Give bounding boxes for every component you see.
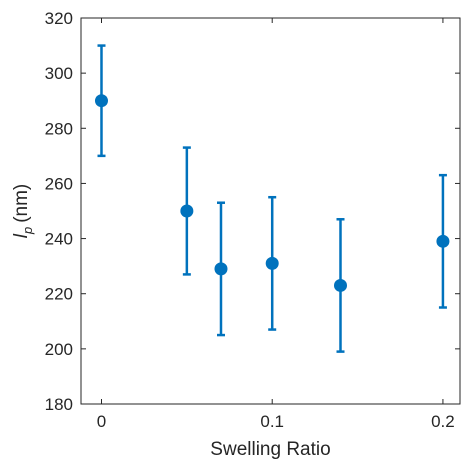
y-tick-label: 320 [45,9,73,28]
data-point [94,94,108,108]
tick-labels: 0 0.1 0.2 180 200 220 240 260 280 300 320 [45,9,455,431]
y-tick-label: 240 [45,230,73,249]
data-point [265,256,279,270]
x-tick-label: 0 [97,412,106,431]
y-tick-label: 300 [45,64,73,83]
data-point [180,204,194,218]
x-axis-label: Swelling Ratio [210,439,330,460]
y-tick-label: 200 [45,340,73,359]
y-axis-label: lp (nm) [11,184,35,239]
y-tick-label: 260 [45,174,73,193]
axes-box [80,17,461,405]
x-tick-label: 0.2 [431,412,455,431]
plot-area [81,18,460,404]
x-tick-label: 0.1 [260,412,284,431]
y-axis-label-unit: (nm) [11,184,32,223]
data-point [214,262,228,276]
y-tick-label: 220 [45,285,73,304]
data-point [436,234,450,248]
y-tick-label: 180 [45,395,73,414]
data-point [333,278,347,292]
y-axis-label-sub: p [20,227,35,235]
y-axis-label-main: l [11,233,32,238]
y-tick-label: 280 [45,119,73,138]
data-points [94,94,450,292]
